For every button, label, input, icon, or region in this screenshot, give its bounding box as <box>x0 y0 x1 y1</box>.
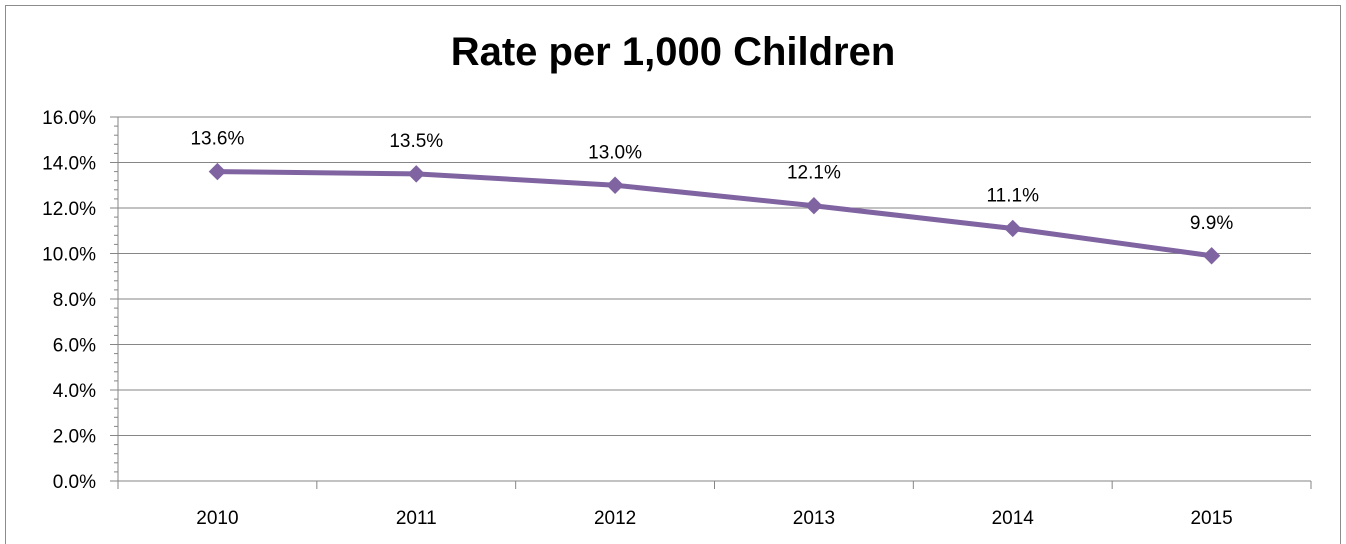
data-point <box>407 165 425 183</box>
y-tick-label: 0.0% <box>53 472 96 493</box>
y-tick-label: 8.0% <box>53 290 96 311</box>
data-label: 13.6% <box>190 129 244 150</box>
data-point <box>606 176 624 194</box>
data-point <box>1202 247 1221 265</box>
data-label: 13.0% <box>588 142 642 163</box>
y-tick-label: 14.0% <box>42 154 96 175</box>
y-tick-label: 12.0% <box>42 199 96 220</box>
y-tick-label: 2.0% <box>53 427 96 448</box>
data-label: 9.9% <box>1190 213 1233 234</box>
data-point <box>805 197 823 215</box>
data-label: 11.1% <box>987 185 1040 206</box>
data-point <box>1004 219 1022 238</box>
x-tick-label: 2011 <box>396 508 437 529</box>
chart-title: Rate per 1,000 Children <box>450 30 896 74</box>
x-tick-label: 2010 <box>196 508 238 529</box>
chart-frame <box>5 5 1341 544</box>
series-line <box>214 169 1215 259</box>
data-label: 13.5% <box>389 131 443 152</box>
y-tick-label: 4.0% <box>53 381 96 402</box>
y-tick-label: 16.0% <box>42 108 96 129</box>
x-tick-label: 2014 <box>992 508 1035 529</box>
data-label: 12.1% <box>787 163 841 184</box>
x-tick-label: 2015 <box>1190 508 1232 529</box>
x-tick-label: 2012 <box>594 508 636 529</box>
x-tick-label: 2013 <box>793 508 835 529</box>
data-point <box>208 162 227 181</box>
y-tick-label: 10.0% <box>42 245 96 266</box>
y-tick-label: 6.0% <box>53 336 96 357</box>
